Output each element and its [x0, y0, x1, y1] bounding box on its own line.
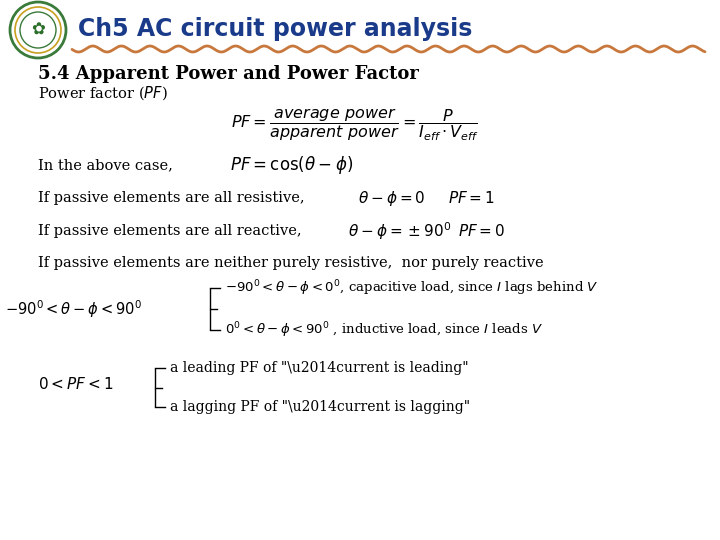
- Text: $-90^0 < \theta - \phi < 90^0$: $-90^0 < \theta - \phi < 90^0$: [5, 298, 142, 320]
- Text: If passive elements are all resistive,: If passive elements are all resistive,: [38, 191, 305, 205]
- Text: 5.4 Apparent Power and Power Factor: 5.4 Apparent Power and Power Factor: [38, 65, 419, 83]
- Text: $\mathit{PF} = \dfrac{average\ power}{apparent\ power} = \dfrac{P}{I_{eff} \cdot: $\mathit{PF} = \dfrac{average\ power}{ap…: [231, 106, 479, 144]
- Text: $0^0 < \theta - \phi < 90^0$ , inductive load, since $\mathit{I}$ leads $\mathit: $0^0 < \theta - \phi < 90^0$ , inductive…: [225, 320, 543, 340]
- Text: a leading PF of "\u2014current is leading": a leading PF of "\u2014current is leadin…: [170, 361, 469, 375]
- Text: $\theta - \phi = 0$: $\theta - \phi = 0$: [358, 188, 426, 207]
- Text: ✿: ✿: [31, 21, 45, 39]
- Text: $-90^0 < \theta - \phi < 0^0$, capacitive load, since $\mathit{I}$ lags behind $: $-90^0 < \theta - \phi < 0^0$, capacitiv…: [225, 278, 598, 298]
- Text: If passive elements are neither purely resistive,  nor purely reactive: If passive elements are neither purely r…: [38, 256, 544, 270]
- Text: In the above case,: In the above case,: [38, 158, 173, 172]
- Text: Power factor ($\mathit{PF}$): Power factor ($\mathit{PF}$): [38, 84, 168, 102]
- Text: $\mathit{PF} = 0$: $\mathit{PF} = 0$: [458, 223, 505, 239]
- Text: Ch5 AC circuit power analysis: Ch5 AC circuit power analysis: [78, 17, 472, 41]
- Text: $\mathit{PF} = \cos(\theta - \phi)$: $\mathit{PF} = \cos(\theta - \phi)$: [230, 154, 353, 176]
- Text: If passive elements are all reactive,: If passive elements are all reactive,: [38, 224, 302, 238]
- Text: a lagging PF of "\u2014current is lagging": a lagging PF of "\u2014current is laggin…: [170, 400, 470, 414]
- Text: $0 < \mathit{PF} < 1$: $0 < \mathit{PF} < 1$: [38, 376, 113, 392]
- Text: $\theta - \phi = \pm 90^0$: $\theta - \phi = \pm 90^0$: [348, 220, 451, 242]
- Text: $\mathit{PF} = 1$: $\mathit{PF} = 1$: [448, 190, 495, 206]
